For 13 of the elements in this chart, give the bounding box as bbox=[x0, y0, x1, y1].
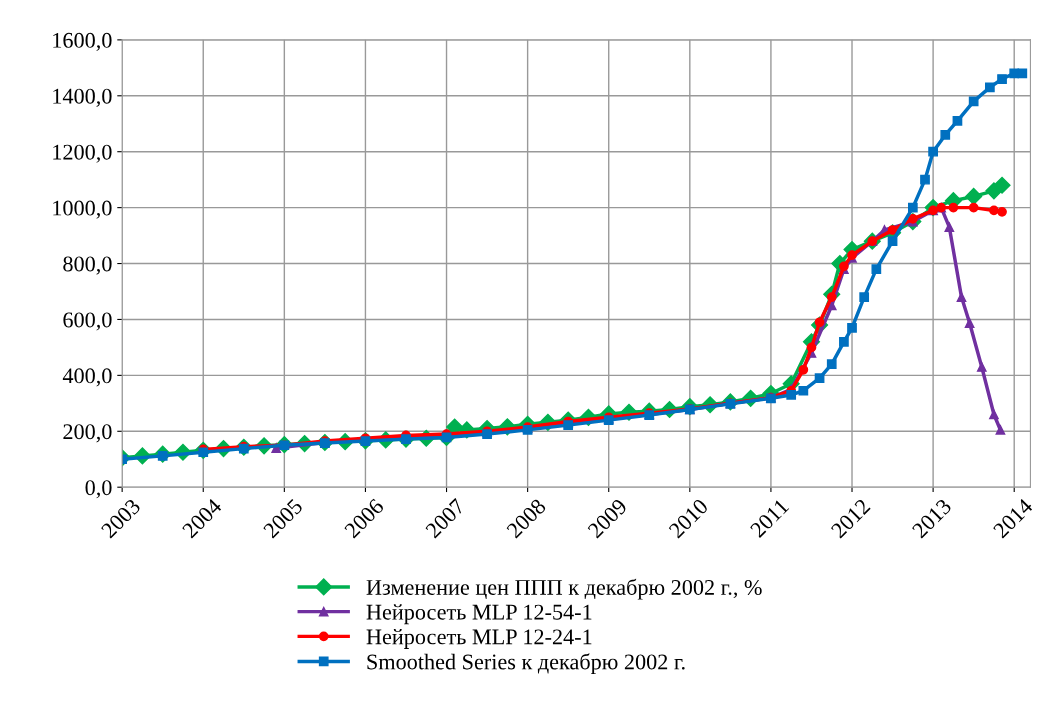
legend-label: Нейросеть MLP 12-24-1 bbox=[366, 628, 592, 649]
y-tick-label: 200,0 bbox=[63, 424, 112, 443]
y-tick-label: 1400,0 bbox=[53, 88, 112, 107]
y-tick-label: 1600,0 bbox=[53, 32, 112, 51]
y-tick-label: 0,0 bbox=[85, 480, 112, 499]
legend-label: Изменение цен ППП к декабрю 2002 г., % bbox=[366, 578, 762, 600]
legend-label: Нейросеть MLP 12-54-1 bbox=[366, 604, 592, 625]
legend-label: Smoothed Series к декабрю 2002 г. bbox=[367, 653, 685, 674]
y-tick-label: 1000,0 bbox=[53, 200, 112, 219]
y-tick-label: 1200,0 bbox=[53, 144, 112, 163]
y-tick-label: 600,0 bbox=[63, 312, 112, 331]
y-tick-label: 800,0 bbox=[63, 256, 112, 275]
y-tick-label: 400,0 bbox=[62, 368, 112, 387]
